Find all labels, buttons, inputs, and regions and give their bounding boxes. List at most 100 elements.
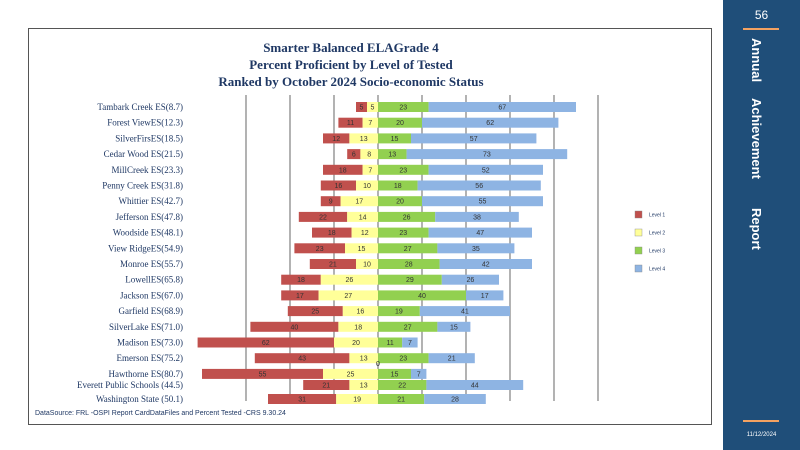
bar-value-label: 26 bbox=[346, 277, 354, 284]
bar-value-label: 15 bbox=[450, 324, 458, 331]
legend-label-level-4: Level 4 bbox=[649, 267, 665, 273]
bar-level-4 bbox=[402, 337, 418, 348]
data-source-note: DataSource: FRL -OSPI Report CardDataFil… bbox=[35, 410, 286, 417]
bar-level-2 bbox=[349, 353, 378, 364]
bar-level-1 bbox=[309, 259, 356, 269]
bar-value-label: 7 bbox=[368, 120, 372, 127]
bar-value-label: 11 bbox=[386, 340, 393, 347]
bar-value-label: 13 bbox=[388, 152, 396, 159]
bar-level-2 bbox=[345, 243, 378, 254]
bar-value-label: 16 bbox=[357, 309, 365, 316]
bar-value-label: 21 bbox=[397, 397, 405, 404]
bar-value-label: 52 bbox=[482, 167, 490, 174]
bar-level-3 bbox=[378, 353, 429, 364]
bar-level-1 bbox=[298, 211, 348, 222]
bar-level-2 bbox=[360, 149, 378, 160]
bar-level-1 bbox=[197, 337, 334, 348]
category-label: Monroe ES(55.7) bbox=[120, 259, 183, 269]
bar-level-3 bbox=[378, 290, 466, 301]
bar-level-1 bbox=[254, 353, 350, 364]
page-number: 56 bbox=[754, 8, 769, 22]
bar-level-3 bbox=[378, 227, 429, 238]
category-labels: Tambark Creek ES(8.7) Forest ViewES(12.3)… bbox=[77, 102, 183, 404]
bar-level-3 bbox=[378, 102, 429, 112]
bar-value-label: 38 bbox=[473, 214, 481, 221]
bar-level-1 bbox=[320, 180, 356, 191]
bar-value-label: 25 bbox=[347, 371, 355, 378]
bar-value-label: 8 bbox=[367, 152, 371, 159]
bottom-accent-rule bbox=[743, 420, 779, 422]
bar-value-label: 26 bbox=[403, 214, 411, 221]
bar-level-1 bbox=[303, 380, 350, 390]
legend-swatch-level-2 bbox=[634, 228, 643, 237]
bar-level-2 bbox=[347, 211, 378, 222]
bar-level-2 bbox=[362, 117, 378, 128]
bar-value-label: 57 bbox=[470, 136, 478, 143]
bar-level-2 bbox=[334, 337, 378, 348]
bar-level-4 bbox=[437, 321, 471, 332]
bar-value-label: 22 bbox=[319, 214, 327, 221]
category-label: Jackson ES(67.0) bbox=[120, 290, 183, 300]
bar-value-label: 40 bbox=[418, 293, 426, 300]
legend-label-level-2: Level 2 bbox=[649, 231, 665, 237]
chart-frame: Smarter Balanced ELAGrade 4 Percent Prof… bbox=[28, 28, 712, 425]
bar-value-label: 13 bbox=[360, 383, 368, 390]
bar-level-3 bbox=[378, 164, 429, 175]
bar-value-label: 18 bbox=[354, 324, 362, 331]
bar-level-4 bbox=[441, 274, 499, 285]
bar-value-label: 44 bbox=[471, 383, 479, 390]
category-label: Emerson ES(75.2) bbox=[117, 353, 184, 363]
category-label: Whittier ES(42.7) bbox=[119, 196, 184, 206]
bar-level-1 bbox=[250, 321, 339, 332]
bar-value-label: 55 bbox=[479, 199, 487, 206]
bar-level-1 bbox=[268, 394, 337, 404]
bar-value-label: 15 bbox=[391, 371, 399, 378]
title-word-achievement: Achievement bbox=[749, 98, 764, 179]
category-label: SilverLake ES(71.0) bbox=[109, 322, 183, 332]
bar-level-2 bbox=[318, 290, 378, 301]
category-label: View RidgeES(54.9) bbox=[108, 243, 183, 253]
chart-svg: Smarter Balanced ELAGrade 4 Percent Prof… bbox=[35, 40, 665, 417]
bar-level-1 bbox=[356, 102, 367, 112]
bar-value-label: 27 bbox=[404, 246, 412, 253]
bar-value-label: 20 bbox=[396, 199, 404, 206]
bar-level-3 bbox=[378, 149, 407, 160]
category-label: Everett Public Schools (44.5) bbox=[77, 380, 183, 390]
bar-value-label: 23 bbox=[399, 356, 407, 363]
bar-level-1 bbox=[347, 149, 361, 160]
category-label: Madison ES(73.0) bbox=[117, 338, 183, 348]
bar-value-label: 47 bbox=[476, 230, 484, 237]
bar-level-4 bbox=[435, 211, 519, 222]
bar-value-label: 40 bbox=[291, 324, 299, 331]
bar-value-label: 10 bbox=[363, 262, 371, 269]
bar-value-label: 9 bbox=[329, 199, 333, 206]
bar-level-3 bbox=[378, 133, 411, 144]
bar-level-2 bbox=[340, 196, 378, 207]
bar-value-label: 18 bbox=[394, 183, 402, 190]
legend-swatch-level-3 bbox=[634, 246, 643, 255]
bar-value-label: 19 bbox=[395, 309, 403, 316]
category-label: LowellES(65.8) bbox=[125, 275, 183, 285]
chart-title-line-2: Percent Proficient by Level of Tested bbox=[249, 57, 453, 72]
bar-level-4 bbox=[437, 243, 515, 254]
bar-value-label: 41 bbox=[461, 309, 469, 316]
bar-value-label: 12 bbox=[361, 230, 369, 237]
bar-level-2 bbox=[338, 321, 378, 332]
bar-value-label: 7 bbox=[417, 371, 421, 378]
bar-level-1 bbox=[294, 243, 345, 254]
bar-value-label: 67 bbox=[498, 105, 506, 112]
bar-value-label: 25 bbox=[311, 309, 319, 316]
title-word-report: Report bbox=[749, 208, 764, 250]
bar-value-label: 21 bbox=[448, 356, 456, 363]
category-label: Jefferson ES(47.8) bbox=[116, 212, 183, 222]
legend-swatch-level-4 bbox=[634, 264, 643, 273]
bar-value-label: 43 bbox=[298, 356, 306, 363]
bar-level-3 bbox=[378, 211, 436, 222]
bar-level-3 bbox=[378, 117, 422, 128]
bar-level-3 bbox=[378, 337, 403, 348]
bar-value-label: 23 bbox=[399, 167, 407, 174]
bar-level-3 bbox=[378, 259, 440, 269]
bar-level-4 bbox=[411, 133, 537, 144]
category-label: Woodside ES(48.1) bbox=[113, 228, 183, 238]
category-label: Washington State (50.1) bbox=[96, 394, 183, 404]
